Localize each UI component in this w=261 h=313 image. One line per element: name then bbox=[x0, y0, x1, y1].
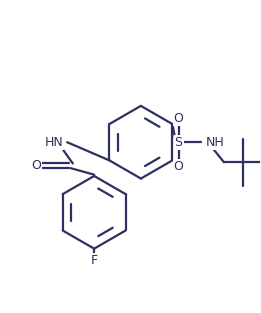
Text: S: S bbox=[175, 136, 182, 149]
Text: O: O bbox=[174, 160, 183, 173]
Text: HN: HN bbox=[44, 136, 63, 149]
Text: O: O bbox=[174, 111, 183, 125]
Text: NH: NH bbox=[206, 136, 224, 149]
Text: O: O bbox=[31, 159, 41, 172]
Text: F: F bbox=[91, 254, 98, 267]
